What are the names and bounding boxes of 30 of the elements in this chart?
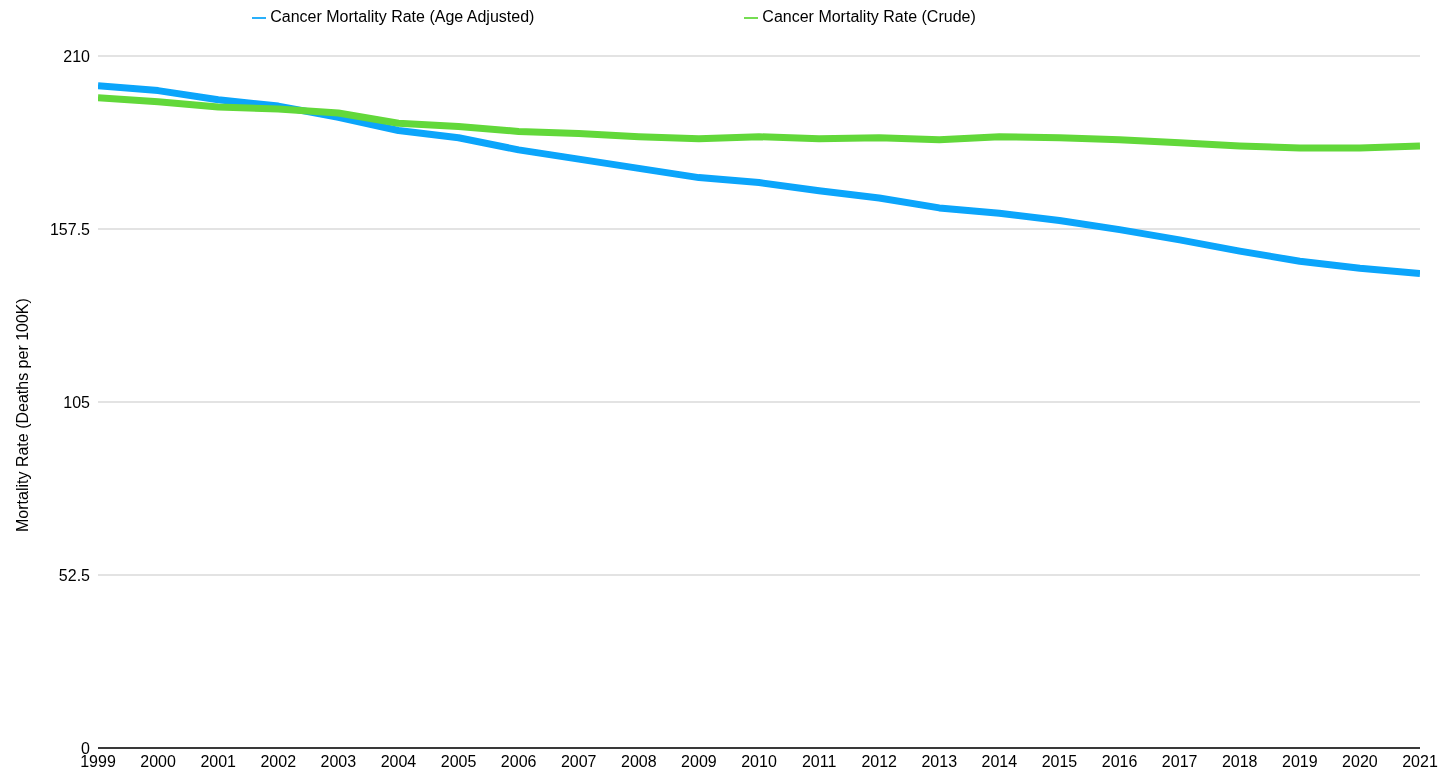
x-tick-label: 2019 <box>1282 753 1318 771</box>
x-tick-label: 2016 <box>1101 753 1138 771</box>
y-tick-label: 52.5 <box>58 566 91 584</box>
x-tick-label: 2003 <box>320 753 357 771</box>
x-tick-label: 2005 <box>440 753 477 771</box>
x-tick-label: 2017 <box>1161 753 1198 771</box>
y-tick-label: 105 <box>63 393 91 411</box>
x-tick-label: 2015 <box>1041 753 1078 771</box>
x-tick-label: 2006 <box>500 753 537 771</box>
x-tick-label: 2010 <box>741 753 777 771</box>
x-tick-label: 2018 <box>1221 753 1258 771</box>
x-tick-label: 2021 <box>1402 753 1438 771</box>
x-tick-label: 1999 <box>80 753 116 771</box>
legend-label: Cancer Mortality Rate (Crude) <box>762 8 976 25</box>
x-tick-label: 2013 <box>921 753 958 771</box>
y-axis-title: Mortality Rate (Deaths per 100K) <box>13 298 31 532</box>
x-tick-label: 2011 <box>801 753 837 771</box>
x-tick-label: 2001 <box>200 753 237 771</box>
legend-label: Cancer Mortality Rate (Age Adjusted) <box>270 8 535 25</box>
x-tick-label: 2020 <box>1342 753 1378 771</box>
y-tick-label: 157.5 <box>49 220 91 238</box>
x-tick-label: 2007 <box>560 753 597 771</box>
x-tick-label: 2002 <box>260 753 297 771</box>
x-tick-label: 2000 <box>140 753 176 771</box>
x-tick-label: 2012 <box>861 753 898 771</box>
x-tick-label: 2014 <box>981 753 1018 771</box>
x-tick-label: 2004 <box>380 753 417 771</box>
x-tick-label: 2009 <box>681 753 717 771</box>
y-tick-label: 210 <box>63 47 91 65</box>
x-tick-label: 2008 <box>621 753 657 771</box>
